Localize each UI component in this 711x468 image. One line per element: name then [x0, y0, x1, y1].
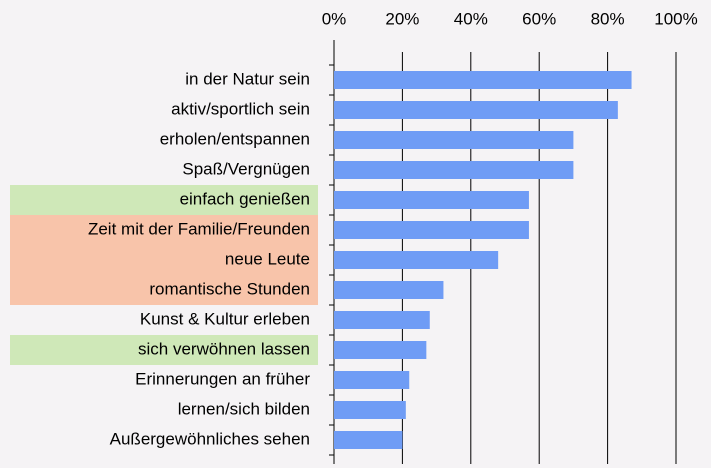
- y-tick-label: Erinnerungen an früher: [135, 369, 310, 388]
- bar: [334, 281, 444, 299]
- label-highlight: [10, 215, 318, 245]
- x-tick-label: 20%: [385, 9, 419, 28]
- bar: [334, 401, 406, 419]
- bar: [334, 191, 529, 209]
- label-highlight: [10, 245, 318, 275]
- label-highlight: [10, 275, 318, 305]
- y-tick-label: einfach genießen: [180, 189, 310, 208]
- bar: [334, 71, 632, 89]
- y-tick-label: neue Leute: [225, 249, 310, 268]
- bar: [334, 341, 427, 359]
- x-tick-label: 60%: [522, 9, 556, 28]
- y-tick-label: lernen/sich bilden: [178, 399, 310, 418]
- y-tick-label: erholen/entspannen: [160, 129, 310, 148]
- y-tick-label: Kunst & Kultur erleben: [140, 309, 310, 328]
- x-tick-label: 40%: [454, 9, 488, 28]
- bar: [334, 161, 574, 179]
- label-highlight: [10, 335, 318, 365]
- bar: [334, 221, 529, 239]
- y-tick-label: Zeit mit der Familie/Freunden: [88, 219, 310, 238]
- label-highlight: [10, 185, 318, 215]
- y-tick-label: sich verwöhnen lassen: [138, 339, 310, 358]
- bar: [334, 131, 574, 149]
- x-tick-label: 0%: [322, 9, 347, 28]
- bar: [334, 311, 430, 329]
- y-tick-label: Spaß/Vergnügen: [182, 159, 310, 178]
- x-tick-label: 100%: [654, 9, 697, 28]
- y-tick-label: aktiv/sportlich sein: [171, 99, 310, 118]
- y-tick-label: romantische Stunden: [149, 279, 310, 298]
- bar: [334, 431, 403, 449]
- y-tick-label: Außergewöhnliches sehen: [110, 429, 310, 448]
- x-tick-label: 80%: [591, 9, 625, 28]
- bar: [334, 251, 499, 269]
- bar: [334, 371, 410, 389]
- y-tick-label: in der Natur sein: [185, 69, 310, 88]
- bar: [334, 101, 618, 119]
